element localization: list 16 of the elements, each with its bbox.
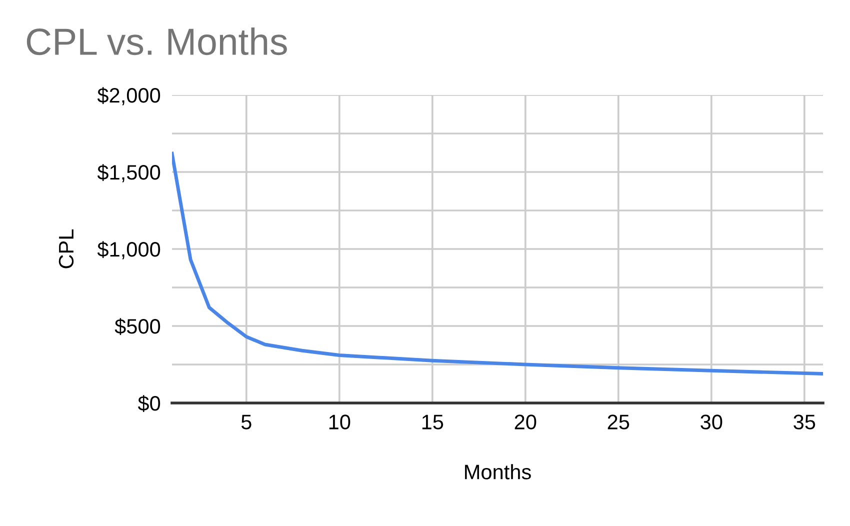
y-tick-label: $500: [114, 318, 160, 335]
x-axis-title: Months: [465, 464, 531, 480]
x-tick-label: 35: [794, 414, 816, 430]
x-tick-label: 5: [241, 414, 252, 430]
line-series: [172, 152, 823, 376]
y-tick-label: $1,500: [97, 164, 160, 182]
y-tick-label: $0: [138, 395, 160, 412]
x-tick-label: 25: [608, 414, 630, 430]
chart-title: CPL vs. Months: [26, 28, 287, 56]
y-tick-label: $2,000: [97, 87, 160, 106]
y-axis-title: CPL: [58, 229, 74, 268]
y-tick-label: $1,000: [97, 241, 160, 260]
x-tick-label: 15: [422, 414, 444, 430]
x-tick-label: 30: [700, 414, 722, 430]
x-tick-label: 10: [329, 414, 350, 430]
x-tick-label: 20: [514, 414, 536, 430]
